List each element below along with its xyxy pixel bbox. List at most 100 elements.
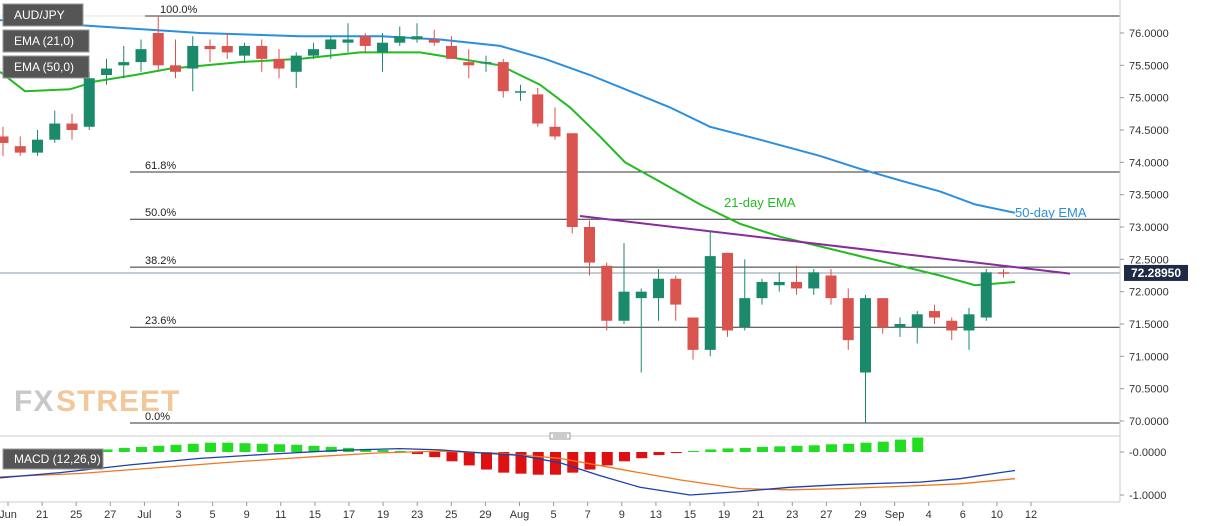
candle xyxy=(463,49,475,79)
candle-body xyxy=(66,123,78,130)
macd-histogram-bar xyxy=(187,443,199,452)
candle xyxy=(497,58,509,98)
ema50-path xyxy=(0,19,1016,214)
x-tick-label: 5 xyxy=(210,509,216,521)
candle xyxy=(704,230,716,357)
macd-histogram-bar xyxy=(118,447,130,452)
macd-histogram-bar xyxy=(532,452,544,475)
ema50-line xyxy=(0,19,1016,214)
candle xyxy=(877,298,889,334)
candle xyxy=(946,317,958,341)
x-tick-label: 19 xyxy=(377,509,389,521)
price-tick-label: 76.0000 xyxy=(1129,28,1169,40)
candle xyxy=(359,33,371,53)
macd-histogram-bar xyxy=(670,452,682,454)
x-tick-label: 21 xyxy=(752,509,764,521)
candle xyxy=(601,262,613,331)
candle-body xyxy=(170,65,181,72)
macd-histogram-bar xyxy=(636,452,648,459)
candle-body xyxy=(14,146,26,153)
candle xyxy=(394,26,406,46)
price-tick-label: 75.0000 xyxy=(1129,93,1169,105)
candle-body xyxy=(635,291,647,299)
candle xyxy=(377,33,388,72)
candle xyxy=(239,42,250,63)
x-tick-label: 21 xyxy=(36,509,48,521)
candle xyxy=(515,84,526,101)
candle xyxy=(411,23,423,43)
candle-body xyxy=(911,314,923,328)
macd-histogram-bar xyxy=(222,442,234,452)
macd-histogram-bar xyxy=(205,442,216,452)
candle-body xyxy=(687,317,699,350)
candle xyxy=(998,269,1009,278)
candle xyxy=(221,33,233,59)
price-tick-label: 73.5000 xyxy=(1129,190,1169,202)
candle xyxy=(14,136,26,156)
candle-body xyxy=(773,281,785,286)
candle xyxy=(83,71,95,130)
ema21-annotation: 21-day EMA xyxy=(724,195,796,210)
candle-body xyxy=(756,281,768,299)
x-tick-label: 7 xyxy=(585,509,591,521)
macd-histogram-bar xyxy=(412,452,423,455)
candle-body xyxy=(842,298,854,341)
price-tick-label: 70.0000 xyxy=(1129,416,1169,428)
x-tick-label: 15 xyxy=(309,509,321,521)
candle xyxy=(532,87,544,127)
candle xyxy=(791,265,802,295)
candle-body xyxy=(342,39,354,43)
macd-histogram-bar xyxy=(481,452,492,470)
candle xyxy=(635,288,647,373)
macd-histogram-bar xyxy=(584,452,596,470)
legend-item: EMA (50,0) xyxy=(2,55,90,79)
candle-body xyxy=(722,252,733,331)
svg-text:STREET: STREET xyxy=(56,385,180,418)
macd-histogram-bar xyxy=(274,444,285,452)
x-tick-label: 4 xyxy=(926,509,932,521)
candle-body xyxy=(446,45,457,59)
x-tick-label: 12 xyxy=(1025,509,1037,521)
candle xyxy=(756,278,768,305)
panel-separator[interactable] xyxy=(0,432,1120,440)
macd-panel: MACD (12,26,9) -0.0000 -1.0000 xyxy=(0,437,1166,502)
candle-body xyxy=(929,311,940,318)
legend-label: AUD/JPY xyxy=(14,8,65,22)
x-tick-label: 5 xyxy=(551,509,557,521)
candle xyxy=(204,39,216,63)
candle-body xyxy=(980,272,992,318)
candle xyxy=(860,294,871,423)
candle xyxy=(273,49,285,79)
candle-body xyxy=(204,45,216,50)
macd-histogram-bar xyxy=(498,452,510,473)
candle xyxy=(566,133,578,234)
candle-body xyxy=(377,42,388,53)
macd-histogram-bar xyxy=(688,450,699,452)
candle-body xyxy=(463,62,475,66)
x-tick-label: 3 xyxy=(175,509,181,521)
macd-histogram-bar xyxy=(567,452,579,473)
candle xyxy=(894,317,906,337)
candle xyxy=(670,275,682,321)
macd-histogram-bar xyxy=(619,452,630,462)
candle xyxy=(325,36,337,59)
macd-histogram-bar xyxy=(653,452,665,456)
candle xyxy=(929,304,940,324)
candle-body xyxy=(480,62,492,64)
x-tick-label: Sep xyxy=(885,509,905,521)
candle xyxy=(170,39,181,79)
candle-body xyxy=(411,36,423,40)
candle-body xyxy=(946,320,958,331)
macd-histogram-bar xyxy=(136,446,147,452)
candle-body xyxy=(83,78,95,127)
x-tick-label: 27 xyxy=(820,509,832,521)
candle xyxy=(308,42,319,59)
price-axis: 76.0000 75.5000 75.0000 74.5000 74.0000 73.50… xyxy=(1119,0,1188,502)
fib-label: 23.6% xyxy=(145,315,176,327)
ema21-path xyxy=(0,51,1016,287)
candle xyxy=(549,107,561,140)
candle-body xyxy=(584,227,595,263)
macd-histogram-bar xyxy=(808,445,820,452)
candle xyxy=(584,220,595,276)
candle-body xyxy=(187,45,199,69)
